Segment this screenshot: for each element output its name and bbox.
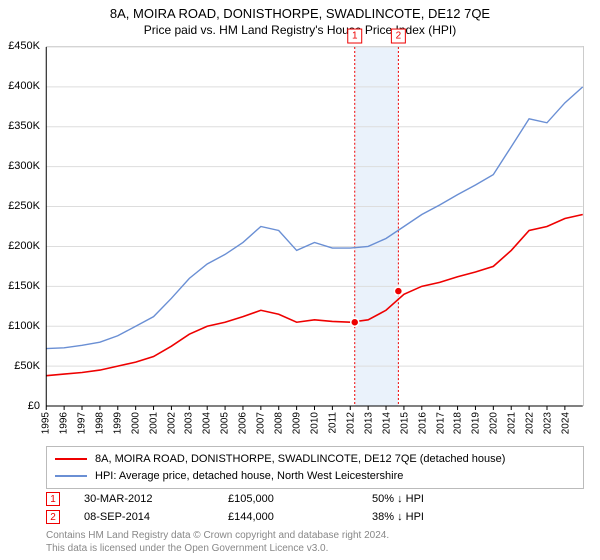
svg-text:2: 2: [396, 31, 402, 42]
x-tick-label: 2014: [381, 412, 392, 434]
x-tick-label: 2008: [274, 412, 285, 434]
title-block: 8A, MOIRA ROAD, DONISTHORPE, SWADLINCOTE…: [0, 0, 600, 37]
svg-text:1: 1: [352, 31, 358, 42]
x-tick-label: 2024: [561, 412, 572, 434]
series-hpi: [46, 87, 583, 349]
x-tick-label: 1999: [112, 412, 123, 434]
footer-line-1: Contains HM Land Registry data © Crown c…: [46, 530, 584, 543]
marker-number: 2: [46, 510, 60, 524]
x-axis: 1995199619971998199920002001200220032004…: [46, 408, 584, 442]
x-tick-label: 2000: [130, 412, 141, 434]
marker-price: £144,000: [228, 511, 348, 523]
legend-swatch: [55, 458, 87, 460]
x-tick-label: 2020: [489, 412, 500, 434]
footer: Contains HM Land Registry data © Crown c…: [46, 530, 584, 555]
x-tick-label: 2017: [435, 412, 446, 434]
marker-date: 30-MAR-2012: [84, 493, 204, 505]
chart-subtitle: Price paid vs. HM Land Registry's House …: [0, 23, 600, 37]
legend-label: HPI: Average price, detached house, Nort…: [95, 468, 403, 485]
marker-delta: 50% ↓ HPI: [372, 493, 424, 505]
x-tick-label: 1997: [76, 412, 87, 434]
legend-swatch: [55, 475, 87, 477]
x-tick-label: 2021: [507, 412, 518, 434]
x-tick-label: 2022: [525, 412, 536, 434]
x-tick-label: 2013: [363, 412, 374, 434]
series-price_paid: [46, 215, 583, 376]
y-tick-label: £150K: [8, 280, 40, 292]
footer-line-2: This data is licensed under the Open Gov…: [46, 543, 584, 556]
y-tick-label: £450K: [8, 40, 40, 52]
chart-title: 8A, MOIRA ROAD, DONISTHORPE, SWADLINCOTE…: [0, 6, 600, 21]
y-tick-label: £350K: [8, 120, 40, 132]
legend-item: 8A, MOIRA ROAD, DONISTHORPE, SWADLINCOTE…: [55, 451, 575, 468]
x-tick-label: 2015: [399, 412, 410, 434]
plot-svg: 12: [46, 47, 583, 406]
marker-date: 08-SEP-2014: [84, 511, 204, 523]
y-tick-label: £250K: [8, 200, 40, 212]
chart-container: 8A, MOIRA ROAD, DONISTHORPE, SWADLINCOTE…: [0, 0, 600, 560]
x-tick-label: 2001: [148, 412, 159, 434]
marker-row: 2 08-SEP-2014 £144,000 38% ↓ HPI: [46, 508, 584, 526]
marker-row: 1 30-MAR-2012 £105,000 50% ↓ HPI: [46, 490, 584, 508]
x-tick-label: 2003: [184, 412, 195, 434]
x-tick-label: 2004: [202, 412, 213, 434]
x-tick-label: 1996: [58, 412, 69, 434]
x-tick-label: 2011: [327, 412, 338, 434]
x-tick-label: 2018: [453, 412, 464, 434]
x-tick-label: 2010: [310, 412, 321, 434]
y-tick-label: £200K: [8, 240, 40, 252]
x-tick-label: 2009: [292, 412, 303, 434]
x-tick-label: 2016: [417, 412, 428, 434]
x-tick-label: 2007: [256, 412, 267, 434]
data-point: [351, 318, 359, 326]
y-tick-label: £400K: [8, 80, 40, 92]
legend-label: 8A, MOIRA ROAD, DONISTHORPE, SWADLINCOTE…: [95, 451, 505, 468]
x-tick-label: 2006: [238, 412, 249, 434]
data-point: [394, 287, 402, 295]
marker-price: £105,000: [228, 493, 348, 505]
marker-number: 1: [46, 492, 60, 506]
marker-delta: 38% ↓ HPI: [372, 511, 424, 523]
y-tick-label: £100K: [8, 320, 40, 332]
y-axis: £0£50K£100K£150K£200K£250K£300K£350K£400…: [0, 46, 44, 406]
plot-area: 12: [46, 46, 584, 406]
legend: 8A, MOIRA ROAD, DONISTHORPE, SWADLINCOTE…: [46, 446, 584, 489]
marker-table: 1 30-MAR-2012 £105,000 50% ↓ HPI 2 08-SEP-201…: [46, 490, 584, 526]
x-tick-label: 2012: [345, 412, 356, 434]
legend-item: HPI: Average price, detached house, Nort…: [55, 468, 575, 485]
x-tick-label: 2019: [471, 412, 482, 434]
y-tick-label: £300K: [8, 160, 40, 172]
x-tick-label: 1995: [41, 412, 52, 434]
x-tick-label: 2023: [543, 412, 554, 434]
x-tick-label: 1998: [94, 412, 105, 434]
y-tick-label: £0: [28, 400, 40, 412]
x-tick-label: 2002: [166, 412, 177, 434]
y-tick-label: £50K: [14, 360, 40, 372]
x-tick-label: 2005: [220, 412, 231, 434]
